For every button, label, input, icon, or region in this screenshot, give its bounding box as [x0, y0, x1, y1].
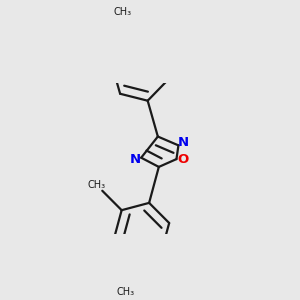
Text: CH₃: CH₃ [116, 287, 134, 297]
Text: N: N [178, 136, 189, 149]
Text: N: N [130, 153, 141, 166]
Text: CH₃: CH₃ [88, 180, 106, 190]
Text: O: O [177, 153, 188, 166]
Text: CH₃: CH₃ [113, 7, 132, 17]
